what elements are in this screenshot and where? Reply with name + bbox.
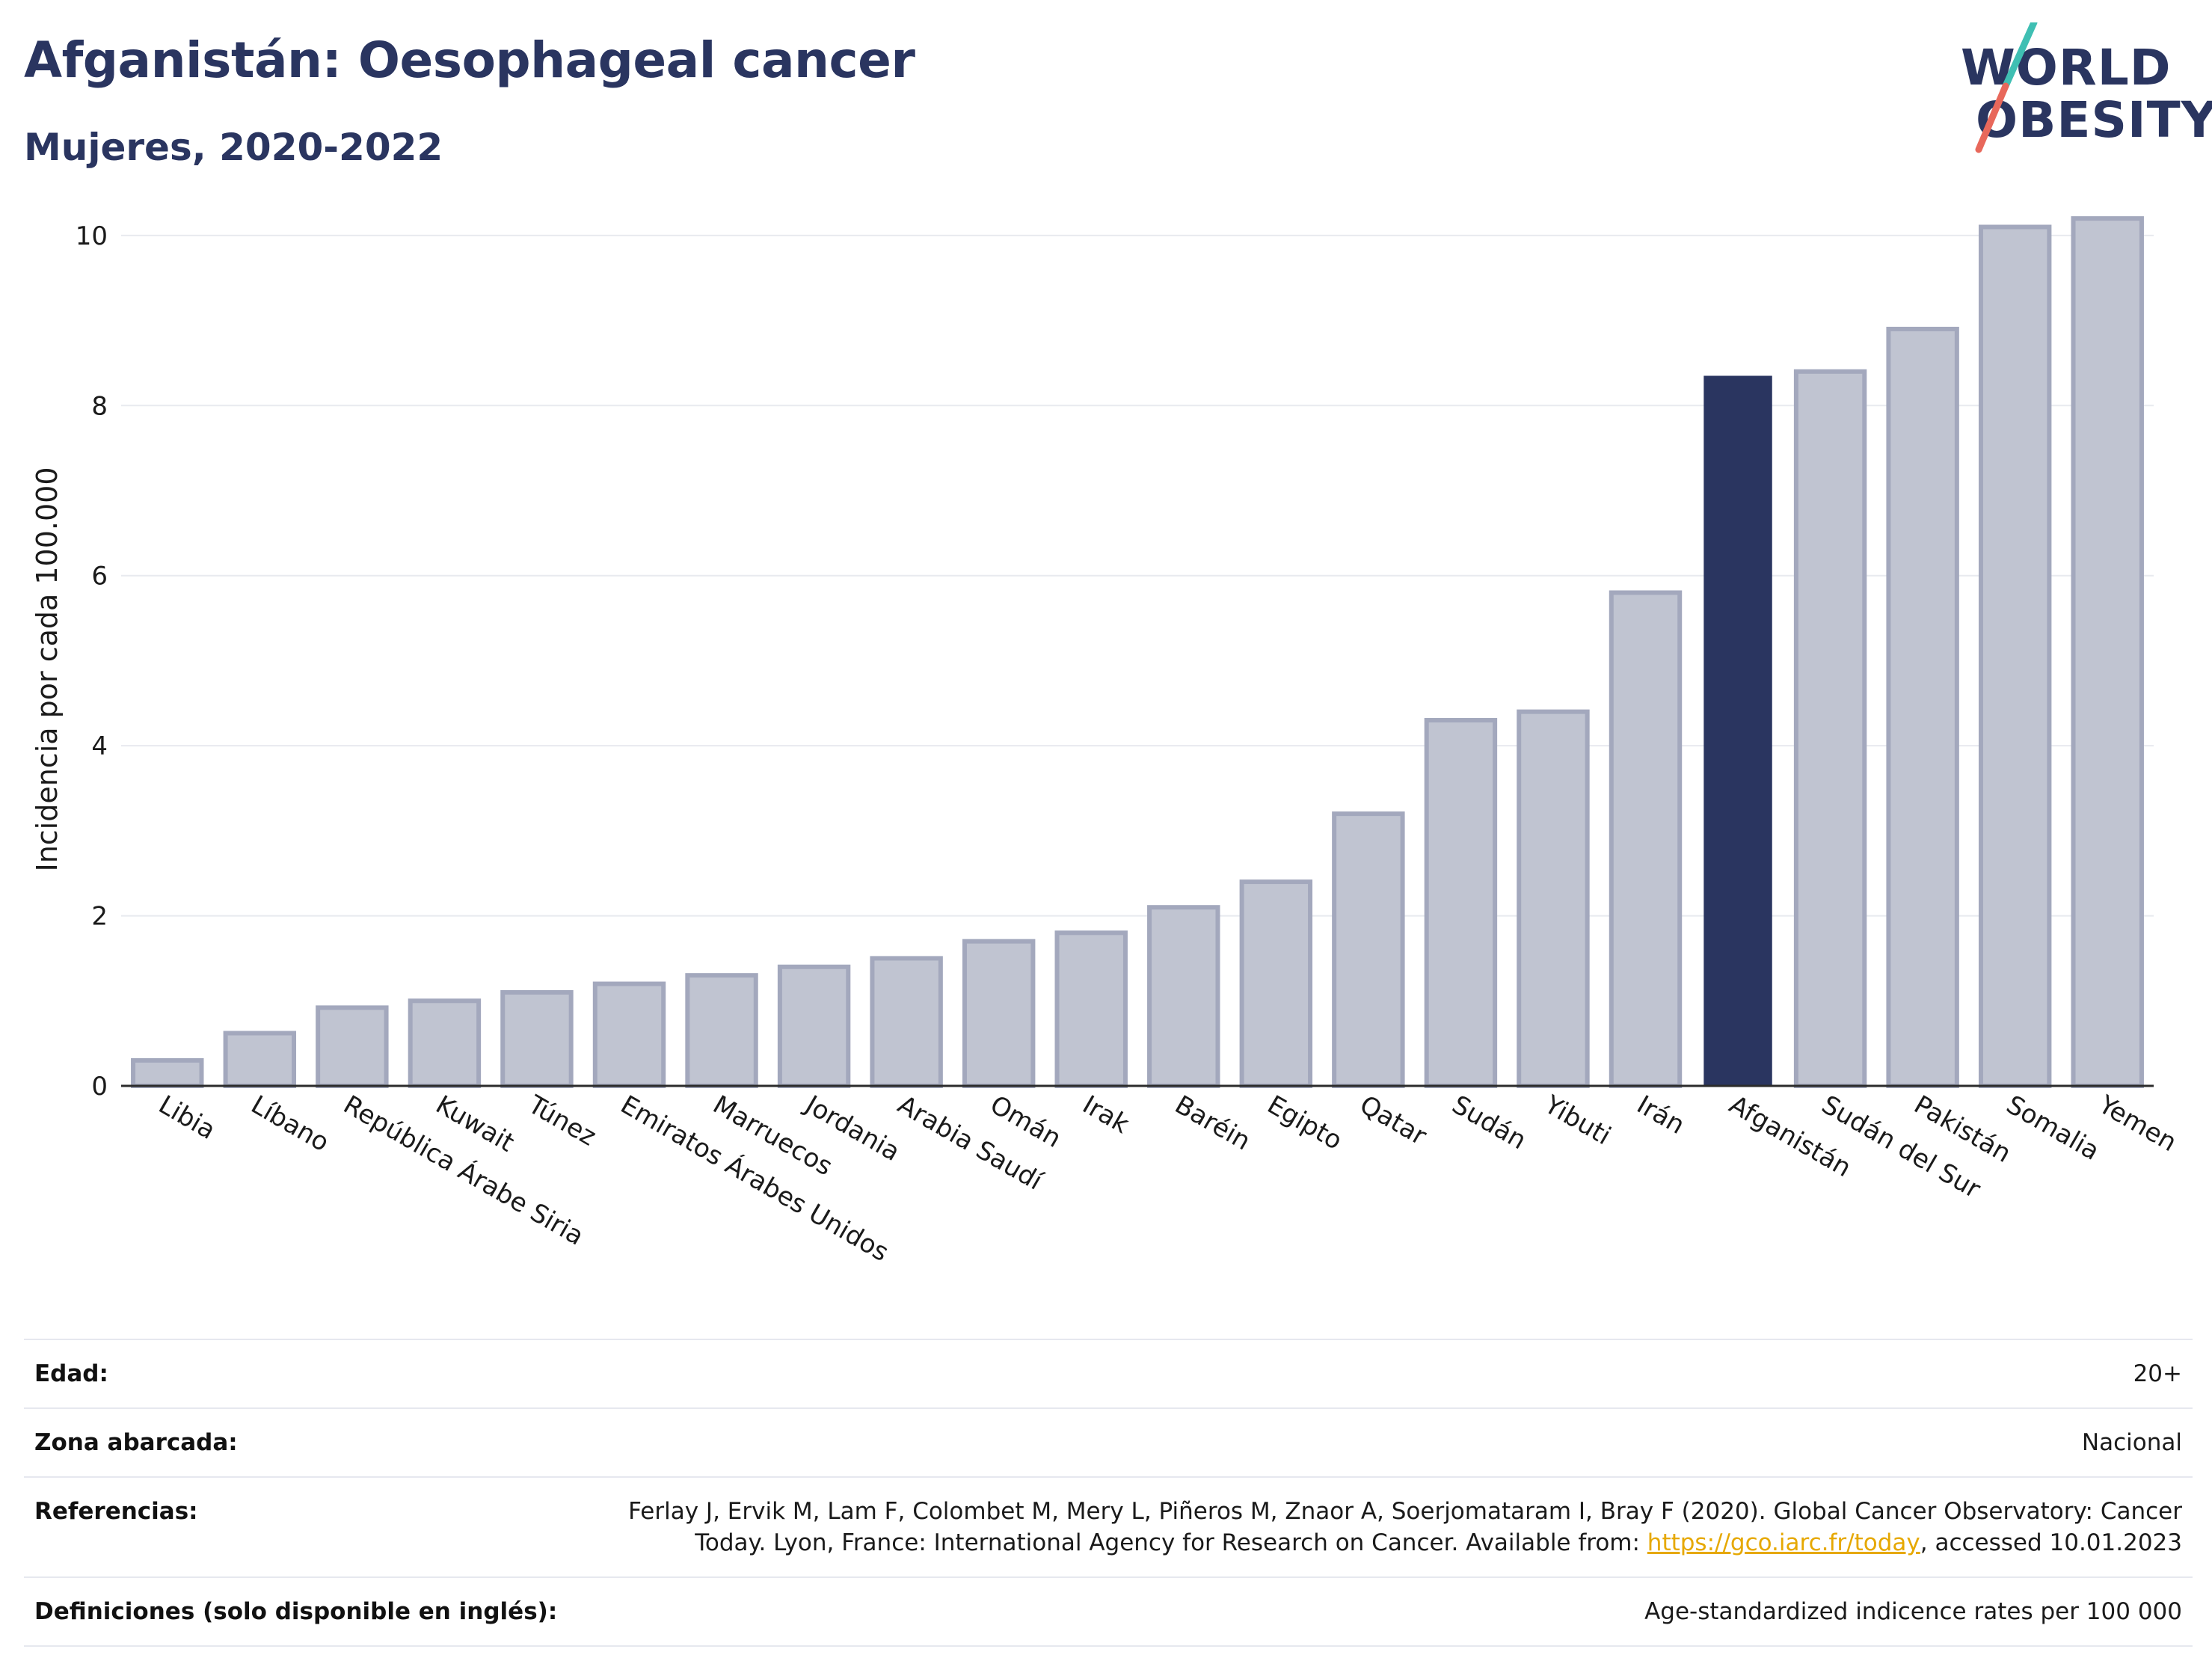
bar-kuwait — [408, 998, 482, 1089]
logo-slash-icon — [1975, 22, 2038, 153]
bar-líbano — [223, 1031, 297, 1089]
x-tick-label: Yemen — [2093, 1090, 2182, 1158]
logo-word-obesity: OBESITY — [1976, 91, 2212, 149]
bar-emiratos-árabes-unidos — [592, 981, 666, 1088]
references-text: Ferlay J, Ervik M, Lam F, Colombet M, Me… — [628, 1498, 2182, 1556]
x-tick-label: Yibuti — [1539, 1090, 1616, 1152]
definitions-label: Definiciones (solo disponible en inglés)… — [34, 1598, 558, 1625]
y-tick-label: 10 — [76, 221, 108, 251]
y-tick-label: 2 — [91, 902, 108, 932]
area-label: Zona abarcada: — [34, 1429, 238, 1456]
references-value: Ferlay J, Ervik M, Lam F, Colombet M, Me… — [552, 1496, 2182, 1559]
bar-república-árabe-siria — [316, 1005, 389, 1088]
bar-yemen — [2071, 216, 2144, 1089]
chart-title: Afganistán: Oesophageal cancer — [24, 31, 915, 89]
x-tick-label: Irak — [1078, 1090, 1134, 1140]
x-tick-label: Sudán del Sur — [1816, 1090, 1985, 1205]
info-row-references: Referencias: Ferlay J, Ervik M, Lam F, C… — [24, 1478, 2193, 1578]
bar-pakistán — [1886, 326, 1959, 1088]
info-table: Edad: 20+ Zona abarcada: Nacional Refere… — [24, 1339, 2193, 1647]
references-accessed: , accessed 10.01.2023 — [1920, 1529, 2182, 1556]
bar-omán — [962, 939, 1036, 1088]
bar-jordania — [777, 964, 851, 1089]
area-value: Nacional — [2081, 1429, 2182, 1456]
bar-arabia-saudí — [870, 956, 943, 1089]
x-tick-label: Irán — [1632, 1090, 1689, 1140]
x-tick-label: Sudán — [1447, 1090, 1531, 1155]
logo-word-world: WORLD — [1961, 39, 2172, 96]
definitions-value: Age-standardized indicence rates per 100… — [1644, 1598, 2182, 1625]
bar-sudán — [1424, 718, 1498, 1088]
info-row-area: Zona abarcada: Nacional — [24, 1409, 2193, 1478]
bar-marruecos — [685, 973, 758, 1088]
bar-somalia — [1978, 224, 2052, 1088]
y-axis-ticks: 0 2 4 6 8 10 — [76, 221, 108, 1102]
x-tick-label: Líbano — [246, 1090, 334, 1158]
y-tick-label: 4 — [91, 731, 108, 761]
chart-subtitle: Mujeres, 2020-2022 — [24, 126, 443, 169]
y-tick-label: 8 — [91, 391, 108, 421]
references-link[interactable]: https://gco.iarc.fr/today — [1647, 1529, 1920, 1556]
age-value: 20+ — [2133, 1360, 2182, 1387]
bars — [131, 216, 2144, 1089]
bar-egipto — [1239, 879, 1313, 1088]
y-tick-label: 6 — [91, 562, 108, 592]
bar-yibuti — [1517, 709, 1590, 1089]
references-label: Referencias: — [34, 1498, 198, 1525]
bar-túnez — [500, 989, 574, 1089]
bar-libia — [131, 1057, 204, 1089]
bar-qatar — [1332, 811, 1405, 1088]
bar-irak — [1054, 930, 1128, 1089]
bar-baréin — [1147, 905, 1220, 1088]
bar-sudán-del-sur — [1793, 369, 1867, 1088]
y-axis-label: Incidencia por cada 100.000 — [31, 467, 64, 871]
bar-irán — [1609, 590, 1683, 1088]
x-tick-label: Libia — [153, 1090, 221, 1146]
x-tick-label: Somalia — [2001, 1090, 2104, 1167]
world-obesity-logo: WORLD OBESITY — [1944, 22, 2212, 157]
age-label: Edad: — [34, 1360, 108, 1387]
x-tick-label: Egipto — [1262, 1090, 1348, 1156]
x-tick-label: Baréin — [1170, 1090, 1256, 1156]
x-tick-label: Túnez — [523, 1090, 601, 1152]
x-tick-label: Qatar — [1354, 1090, 1431, 1152]
info-row-definitions: Definiciones (solo disponible en inglés)… — [24, 1578, 2193, 1647]
y-tick-label: 0 — [91, 1072, 108, 1102]
info-row-age: Edad: 20+ — [24, 1340, 2193, 1409]
bar-afganistán — [1703, 375, 1772, 1086]
